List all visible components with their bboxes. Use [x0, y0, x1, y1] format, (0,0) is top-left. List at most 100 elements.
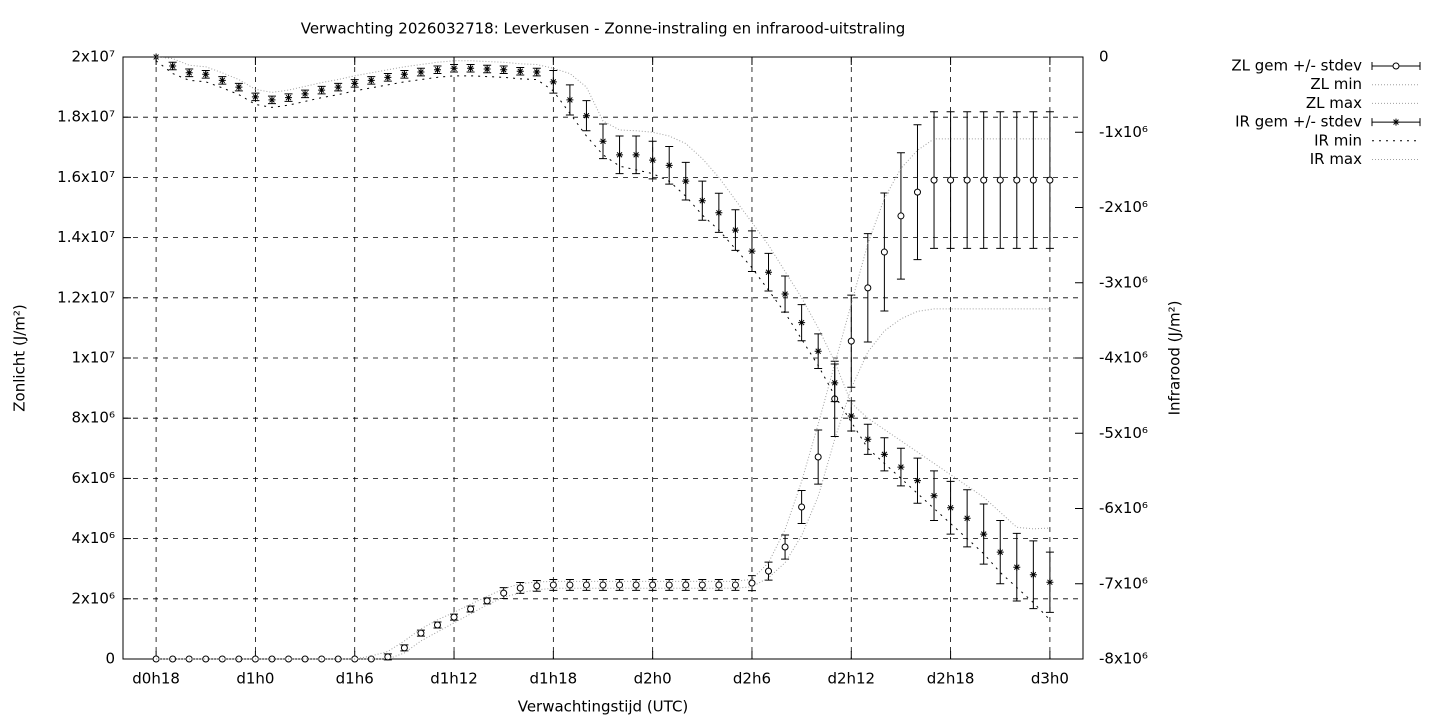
- legend-marker: [1392, 118, 1400, 126]
- point: [516, 67, 524, 75]
- point: [1046, 578, 1054, 586]
- point: [367, 655, 375, 663]
- point: [218, 76, 226, 84]
- point: [251, 93, 259, 101]
- point: [980, 530, 988, 538]
- point: [781, 543, 789, 551]
- x-tick-label: d0h18: [132, 670, 180, 688]
- point: [367, 76, 375, 84]
- point: [665, 581, 673, 589]
- y2-tick-label: -5x10⁶: [1099, 424, 1148, 442]
- y2-axis-label: Infrarood (J/m²): [1166, 301, 1184, 416]
- y-tick-label: 1.4x10⁷: [57, 228, 115, 246]
- point: [798, 503, 806, 511]
- point: [814, 453, 822, 461]
- y-tick-label: 4x10⁶: [71, 529, 115, 547]
- point: [913, 477, 921, 485]
- x-tick-label: d3h0: [1031, 670, 1069, 688]
- point: [450, 613, 458, 621]
- point: [599, 137, 607, 145]
- point: [169, 655, 177, 663]
- point: [897, 463, 905, 471]
- point: [500, 66, 508, 74]
- point: [450, 64, 458, 72]
- point: [1046, 176, 1054, 184]
- point: [202, 70, 210, 78]
- x-tick-label: d1h12: [430, 670, 478, 688]
- point: [566, 581, 574, 589]
- y2-tick-label: -1x10⁶: [1099, 123, 1148, 141]
- y2-tick-label: -2x10⁶: [1099, 198, 1148, 216]
- point: [947, 504, 955, 512]
- y2-tick-label: -6x10⁶: [1099, 499, 1148, 517]
- point: [268, 655, 276, 663]
- point: [616, 151, 624, 159]
- x-tick-label: d1h18: [530, 670, 578, 688]
- point: [400, 70, 408, 78]
- point: [963, 176, 971, 184]
- y-tick-label: 1.8x10⁷: [57, 108, 115, 126]
- point: [384, 653, 392, 661]
- legend-marker: [1392, 62, 1400, 70]
- point: [632, 581, 640, 589]
- point: [864, 284, 872, 292]
- point: [483, 65, 491, 73]
- x-tick-label: d1h0: [236, 670, 274, 688]
- point: [814, 347, 822, 355]
- y-tick-label: 6x10⁶: [71, 469, 115, 487]
- point: [301, 90, 309, 98]
- point: [930, 492, 938, 500]
- point: [765, 268, 773, 276]
- point: [731, 581, 739, 589]
- point: [616, 581, 624, 589]
- point: [649, 581, 657, 589]
- point: [632, 151, 640, 159]
- point: [533, 582, 541, 590]
- point: [334, 655, 342, 663]
- point: [996, 176, 1004, 184]
- point: [1013, 176, 1021, 184]
- point: [467, 64, 475, 72]
- y-tick-label: 0: [105, 650, 115, 668]
- point: [847, 412, 855, 420]
- point: [152, 53, 160, 61]
- point: [202, 655, 210, 663]
- point: [235, 655, 243, 663]
- point: [897, 212, 905, 220]
- point: [649, 156, 657, 164]
- point: [417, 629, 425, 637]
- point: [417, 68, 425, 76]
- x-tick-label: d2h6: [733, 670, 771, 688]
- point: [980, 176, 988, 184]
- x-tick-label: d2h18: [927, 670, 975, 688]
- y2-tick-label: -4x10⁶: [1099, 349, 1148, 367]
- y2-tick-label: -8x10⁶: [1099, 650, 1148, 668]
- y-tick-label: 2x10⁷: [71, 48, 115, 66]
- point: [698, 581, 706, 589]
- point: [268, 96, 276, 104]
- point: [963, 514, 971, 522]
- point: [318, 86, 326, 94]
- point: [864, 435, 872, 443]
- point: [334, 83, 342, 91]
- point: [1029, 571, 1037, 579]
- legend-label: IR max: [1310, 150, 1362, 168]
- y2-tick-label: -3x10⁶: [1099, 273, 1148, 291]
- point: [715, 581, 723, 589]
- x-tick-label: d1h6: [336, 670, 374, 688]
- point: [169, 62, 177, 70]
- point: [1029, 176, 1037, 184]
- point: [285, 94, 293, 102]
- point: [549, 78, 557, 86]
- point: [715, 209, 723, 217]
- point: [400, 644, 408, 652]
- y-axis-label: Zonlicht (J/m²): [11, 304, 29, 412]
- line: [156, 56, 1050, 530]
- legend-label: ZL max: [1306, 94, 1362, 112]
- plot-frame: [122, 56, 1084, 660]
- point: [947, 176, 955, 184]
- y-tick-label: 1x10⁷: [71, 349, 115, 367]
- point: [351, 79, 359, 87]
